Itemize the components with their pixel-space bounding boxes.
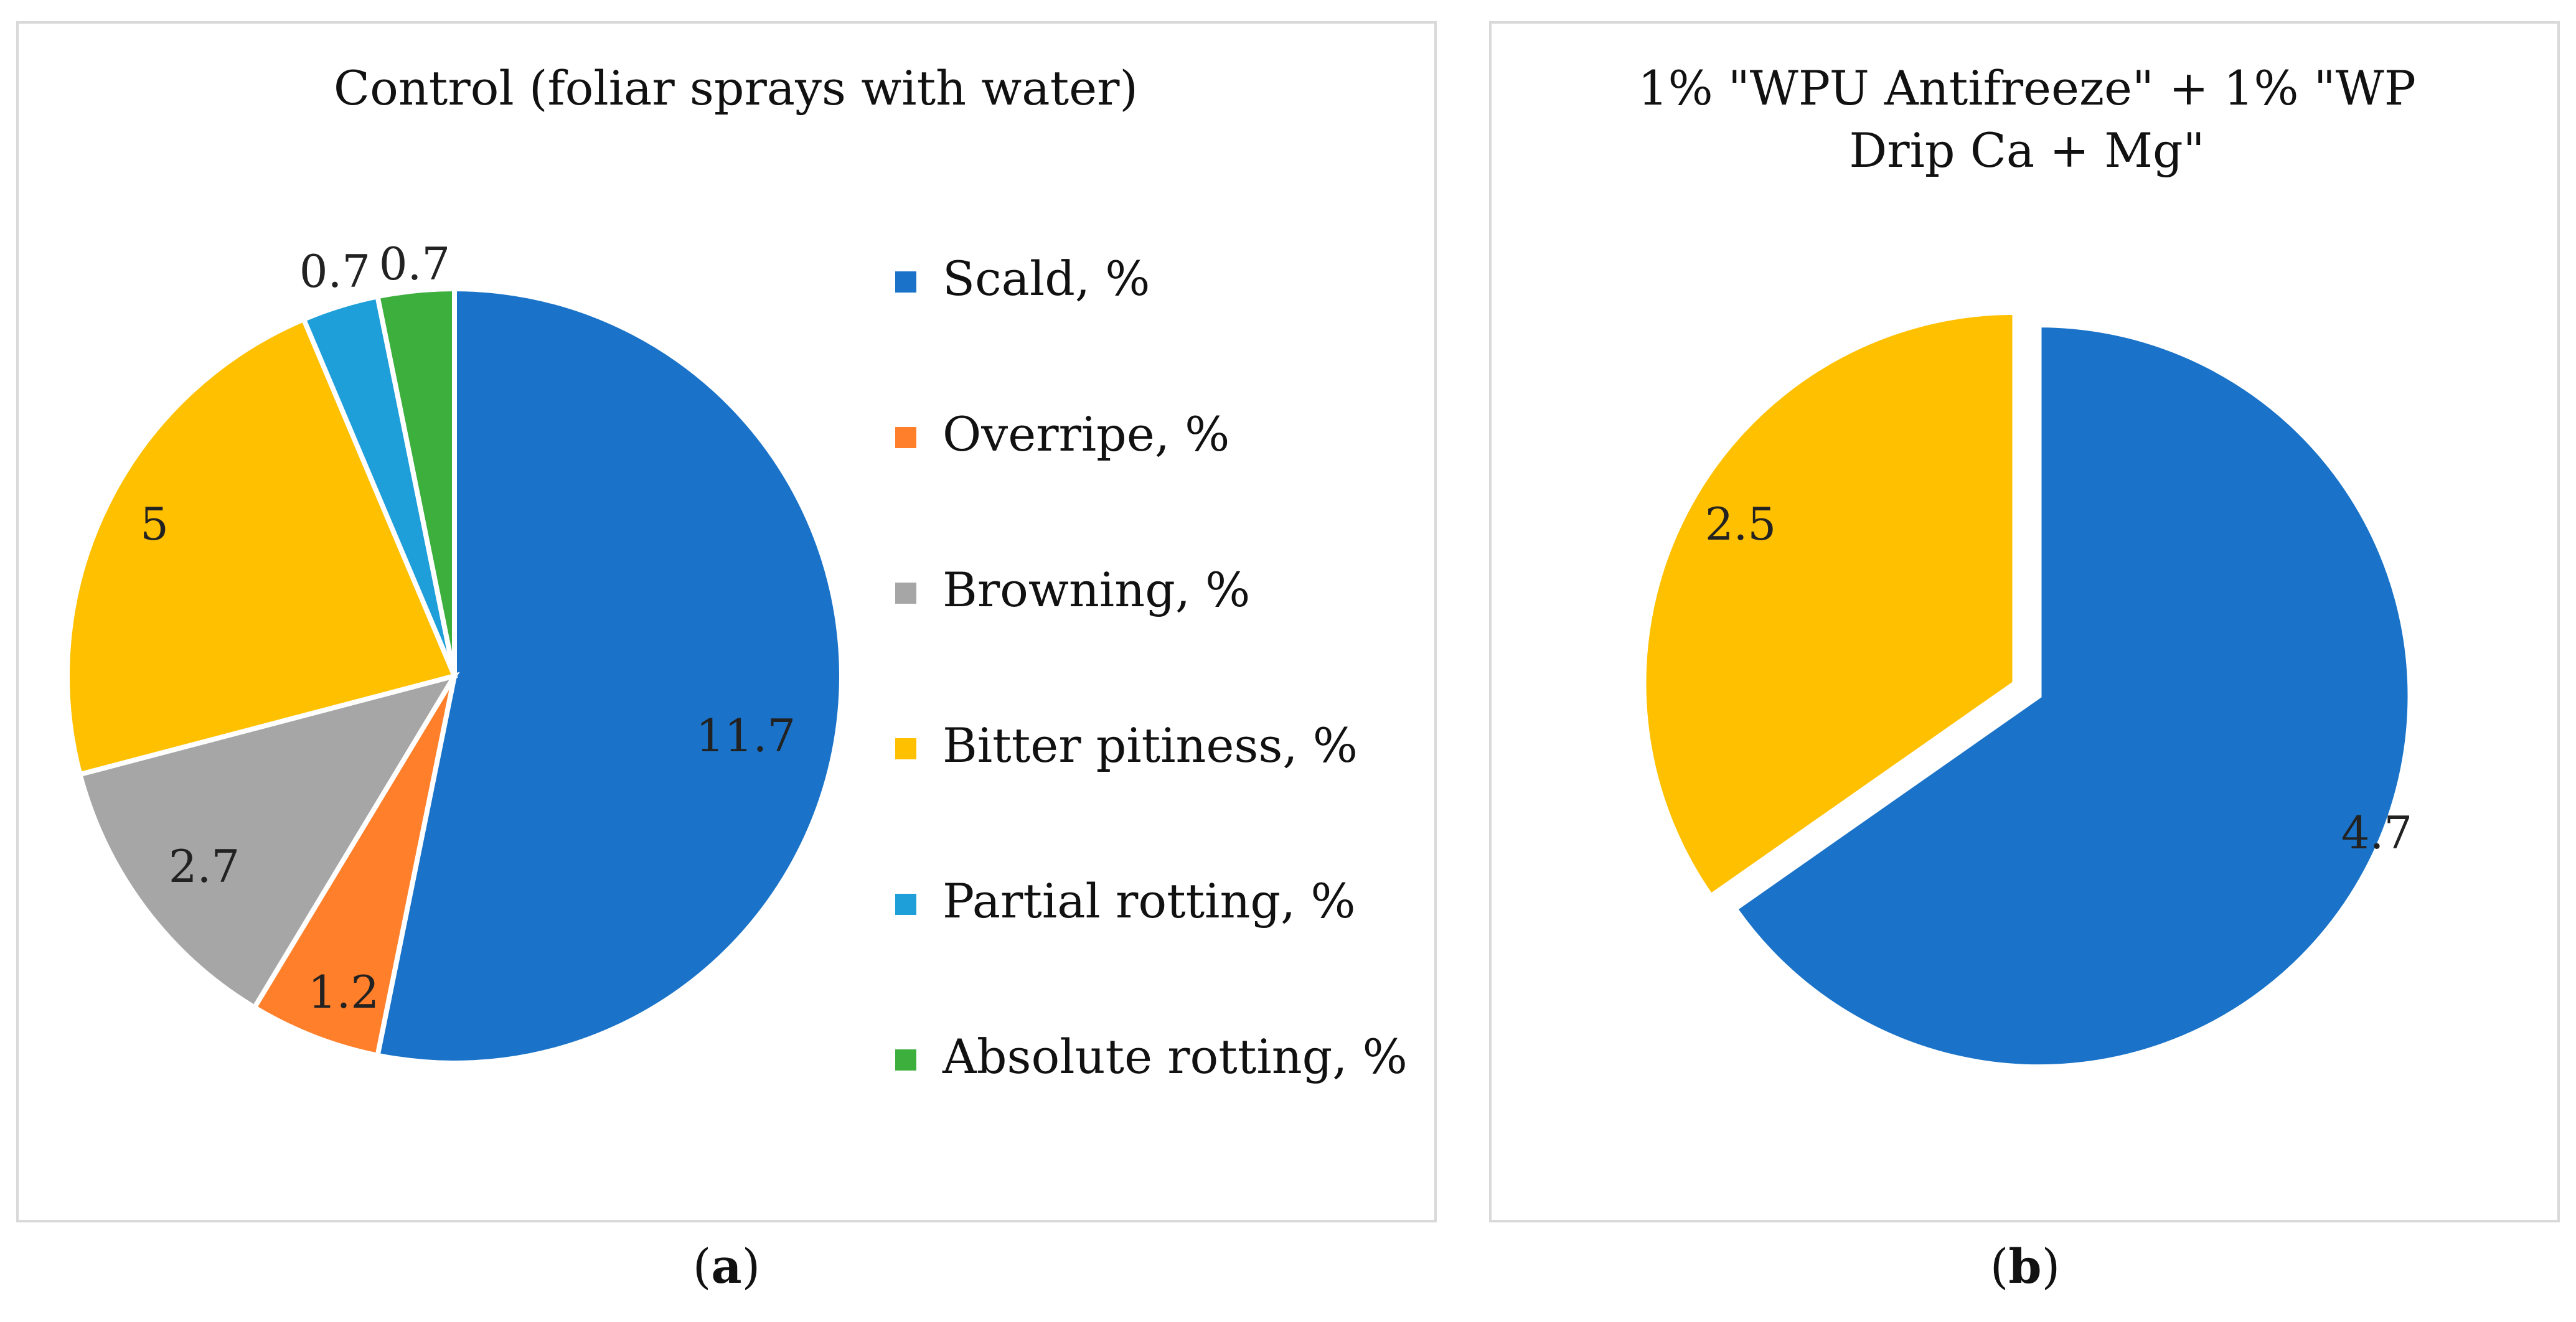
data-label-scald: 11.7	[696, 710, 796, 762]
legend-swatch-bitter-pitiness	[895, 738, 916, 759]
pie-chart-control: Control (foliar sprays with water) 11.7 1.…	[65, 60, 1408, 1084]
pie-slice-browning	[77, 672, 460, 1011]
legend-swatch-absolute-rotting	[895, 1049, 916, 1071]
data-label-scald: 4.7	[2341, 807, 2413, 859]
pie-slice-absolute-rotting	[374, 286, 457, 677]
data-label-absolute-rotting: 0.7	[379, 238, 451, 290]
chart-title-a: Control (foliar sprays with water)	[334, 60, 1138, 116]
legend-swatch-browning	[895, 583, 916, 604]
legend-label-overripe: Overripe, %	[942, 406, 1229, 462]
data-label-browning: 2.7	[169, 840, 240, 893]
pie-slice-bitter-pitiness	[65, 316, 458, 778]
pie-slice-scald	[1731, 322, 2413, 1070]
legend-label-absolute-rotting: Absolute rotting, %	[942, 1029, 1408, 1084]
legend-label-bitter-pitiness: Bitter pitiness, %	[942, 718, 1358, 773]
chart-title-b-line-2: Drip Ca + Mg"	[1849, 123, 2204, 178]
legend-label-partial-rotting: Partial rotting, %	[942, 873, 1356, 929]
data-label-bitter-pitiness: 2.5	[1705, 498, 1777, 550]
data-label-partial-rotting: 0.7	[299, 245, 371, 298]
legend-swatch-scald	[895, 271, 916, 293]
caption-b: (b)	[1990, 1239, 2061, 1294]
caption-a: (a)	[692, 1239, 761, 1294]
pie-chart-treatment: 1% "WPU Antifreeze" + 1% "WP Drip Ca + Mg…	[1638, 60, 2416, 1070]
pie-slice-overripe	[251, 674, 457, 1059]
pie-slice-bitter-pitiness	[1641, 309, 2018, 900]
data-label-overripe: 1.2	[308, 966, 380, 1018]
chart-title-b-line-1: 1% "WPU Antifreeze" + 1% "WP	[1638, 60, 2416, 116]
data-label-bitter-pitiness: 5	[140, 498, 169, 550]
chart-panel-a: Control (foliar sprays with water) 11.7 1.…	[16, 21, 1437, 1222]
legend-swatch-overripe	[895, 427, 916, 448]
legend-swatch-partial-rotting	[895, 894, 916, 915]
pie-slice-scald	[374, 286, 844, 1066]
legend-label-browning: Browning, %	[942, 562, 1250, 617]
chart-panel-b: 1% "WPU Antifreeze" + 1% "WP Drip Ca + Mg…	[1489, 21, 2560, 1222]
legend-label-scald: Scald, %	[942, 251, 1150, 306]
